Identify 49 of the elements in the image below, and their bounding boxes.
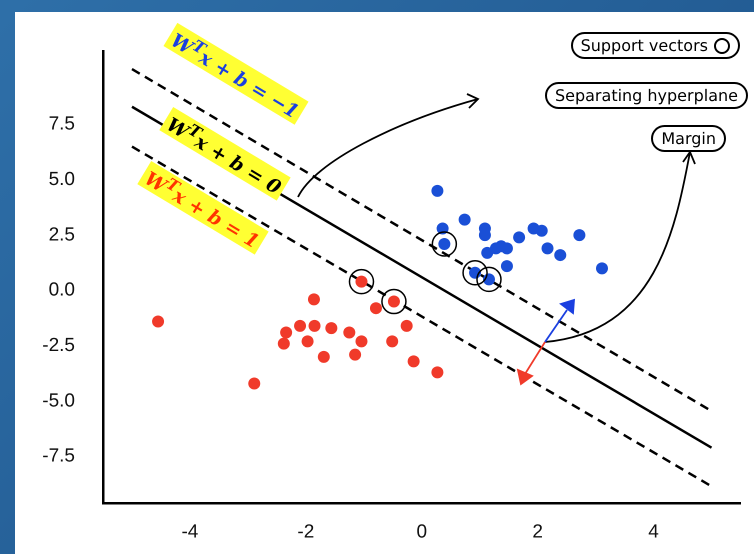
legend-label: Support vectors	[580, 36, 708, 55]
y-tick-label: 7.5	[48, 114, 75, 135]
point	[432, 231, 458, 257]
point	[308, 293, 320, 306]
x-tick-label: 2	[532, 522, 543, 543]
point	[536, 224, 548, 237]
point	[355, 335, 368, 348]
x-tick-label: -2	[297, 522, 314, 543]
x-tick-label: 4	[648, 522, 660, 543]
point	[431, 366, 444, 378]
annotation: Margin	[651, 125, 726, 152]
point	[318, 350, 330, 363]
y-tick-label: -2.5	[42, 335, 75, 356]
point	[294, 320, 306, 332]
point	[542, 242, 554, 254]
point	[408, 355, 420, 368]
y-tick-label: 5.0	[48, 169, 75, 190]
point	[458, 214, 471, 226]
point	[481, 246, 494, 259]
point	[370, 302, 382, 314]
point	[596, 262, 608, 274]
y-tick-label: 2.5	[48, 224, 75, 246]
point	[431, 184, 444, 197]
y-tick-label: -7.5	[42, 446, 75, 467]
point	[152, 315, 164, 328]
point	[400, 320, 413, 332]
point	[349, 348, 362, 361]
point	[381, 288, 407, 314]
x-tick-label: 0	[416, 522, 428, 543]
point	[573, 229, 586, 242]
point	[348, 268, 374, 294]
annotation: Separating hyperplane	[544, 82, 748, 109]
point	[513, 231, 526, 244]
point	[343, 326, 356, 339]
point	[302, 335, 314, 348]
y-tick-label: -5.0	[42, 390, 75, 412]
point	[462, 260, 488, 286]
point	[554, 249, 566, 262]
point	[500, 260, 513, 272]
x-tick-label: -4	[181, 522, 199, 543]
point	[495, 240, 508, 252]
point	[278, 338, 290, 350]
y-tick-label: 0.0	[48, 280, 75, 301]
point	[308, 320, 321, 332]
point	[280, 326, 292, 339]
point	[325, 322, 338, 334]
point	[248, 377, 260, 390]
point	[476, 266, 502, 292]
point	[386, 335, 398, 348]
